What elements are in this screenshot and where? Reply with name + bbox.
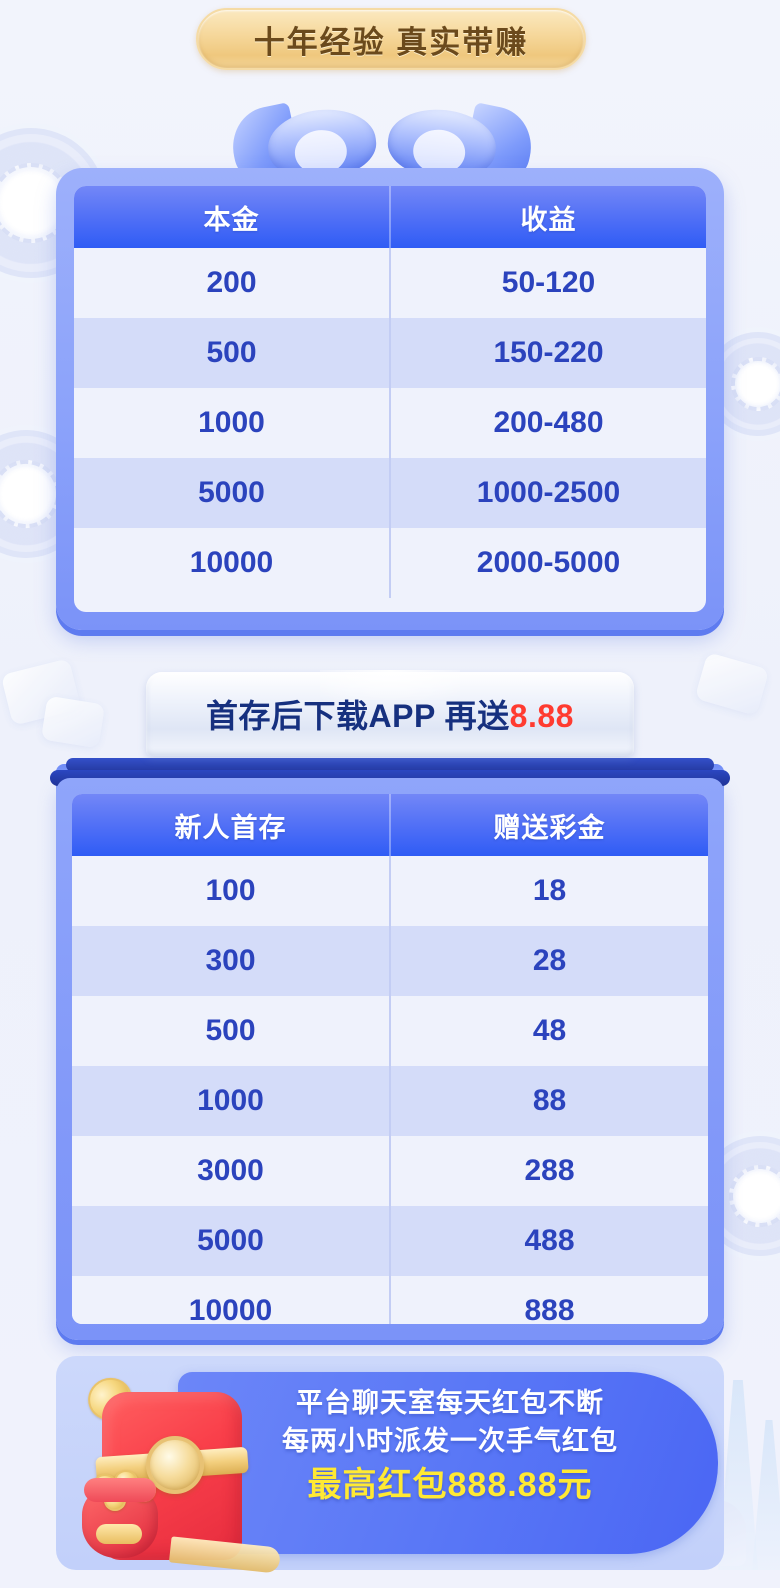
table-row: 10000 2000-5000 xyxy=(74,528,706,598)
cell-principal: 200 xyxy=(74,248,390,318)
table-row: 10000 888 xyxy=(72,1276,708,1324)
gift-bow-icon xyxy=(225,102,539,184)
cell-bonus: 48 xyxy=(389,996,708,1066)
bonus-table-container: 新人首存 赠送彩金 100 18 300 28 500 48 100 xyxy=(72,794,708,1324)
playing-card-icon xyxy=(694,652,770,716)
money-bag-mouth xyxy=(84,1478,156,1502)
decor-cone xyxy=(752,1420,780,1570)
ribbon-label: 首存后下载APP 再送 xyxy=(206,698,510,734)
table-row: 200 50-120 xyxy=(74,248,706,318)
cell-principal: 1000 xyxy=(74,388,390,458)
cell-deposit: 3000 xyxy=(72,1136,390,1206)
headline-text: 十年经验 真实带赚 xyxy=(253,24,529,60)
playing-card-icon xyxy=(40,695,106,749)
app-download-ribbon: 首存后下载APP 再送8.88 xyxy=(146,672,634,756)
cell-profit: 200-480 xyxy=(389,388,706,458)
table-row: 3000 288 xyxy=(72,1136,708,1206)
earnings-table: 本金 收益 200 50-120 500 150-220 1000 200-48… xyxy=(74,186,706,598)
cell-bonus: 888 xyxy=(389,1276,708,1324)
cell-bonus: 488 xyxy=(389,1206,708,1276)
playing-card-icon xyxy=(0,658,82,726)
table-row: 300 28 xyxy=(72,926,708,996)
table-row: 1000 200-480 xyxy=(74,388,706,458)
cell-principal: 5000 xyxy=(74,458,390,528)
cell-deposit: 300 xyxy=(72,926,390,996)
cell-bonus: 288 xyxy=(389,1136,708,1206)
column-header-first-deposit: 新人首存 xyxy=(72,794,390,856)
envelope-seal-icon xyxy=(146,1436,204,1494)
money-bag-bow-icon xyxy=(96,1524,142,1544)
bonus-gift-box: 新人首存 赠送彩金 100 18 300 28 500 48 100 xyxy=(56,778,724,1340)
decor-cone xyxy=(718,1380,758,1570)
ribbon-text: 首存后下载APP 再送8.88 xyxy=(206,691,574,737)
bonus-table: 新人首存 赠送彩金 100 18 300 28 500 48 100 xyxy=(72,794,708,1324)
earnings-table-container: 本金 收益 200 50-120 500 150-220 1000 200-48… xyxy=(74,186,706,612)
cell-profit: 2000-5000 xyxy=(389,528,706,598)
column-header-bonus: 赠送彩金 xyxy=(389,794,708,856)
cell-profit: 50-120 xyxy=(389,248,706,318)
cell-deposit: 500 xyxy=(72,996,390,1066)
cell-bonus: 28 xyxy=(389,926,708,996)
ribbon-amount: 8.88 xyxy=(509,698,574,734)
ribbon-pedestal-top-edge xyxy=(66,758,714,772)
redpacket-text-block: 平台聊天室每天红包不断 每两小时派发一次手气红包 最高红包888.88元 xyxy=(200,1384,700,1507)
table-header-row: 本金 收益 xyxy=(74,186,706,248)
cell-deposit: 5000 xyxy=(72,1206,390,1276)
cell-bonus: 18 xyxy=(389,856,708,926)
table-row: 500 150-220 xyxy=(74,318,706,388)
table-row: 500 48 xyxy=(72,996,708,1066)
table-header-row: 新人首存 赠送彩金 xyxy=(72,794,708,856)
table-row: 5000 488 xyxy=(72,1206,708,1276)
earnings-gift-box: 本金 收益 200 50-120 500 150-220 1000 200-48… xyxy=(56,168,724,630)
cell-deposit: 1000 xyxy=(72,1066,390,1136)
cell-principal: 500 xyxy=(74,318,390,388)
footer-line-1: 平台聊天室每天红包不断 xyxy=(296,1388,604,1418)
table-row: 100 18 xyxy=(72,856,708,926)
cell-bonus: 88 xyxy=(389,1066,708,1136)
table-row: 1000 88 xyxy=(72,1066,708,1136)
table-row: 5000 1000-2500 xyxy=(74,458,706,528)
footer-line-2: 每两小时派发一次手气红包 xyxy=(282,1426,618,1457)
cell-deposit: 10000 xyxy=(72,1276,390,1324)
headline-banner: 十年经验 真实带赚 xyxy=(196,8,586,70)
cell-deposit: 100 xyxy=(72,856,390,926)
cell-principal: 10000 xyxy=(74,528,390,598)
cell-profit: 1000-2500 xyxy=(389,458,706,528)
footer-line-3-highlight: 最高红包888.88元 xyxy=(307,1465,593,1504)
red-envelope-icon xyxy=(74,1371,282,1574)
column-header-profit: 收益 xyxy=(389,186,706,248)
column-header-principal: 本金 xyxy=(74,186,390,248)
cell-profit: 150-220 xyxy=(389,318,706,388)
redpacket-message-panel xyxy=(178,1372,718,1554)
